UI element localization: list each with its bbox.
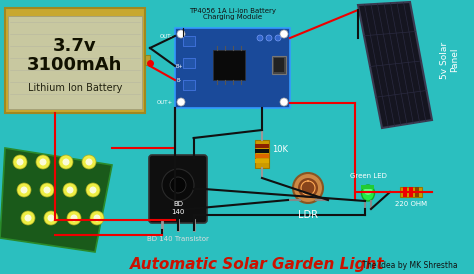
Circle shape <box>280 30 288 38</box>
Text: Green LED: Green LED <box>349 173 386 179</box>
Bar <box>8 16 142 109</box>
Circle shape <box>257 35 263 41</box>
Circle shape <box>266 35 272 41</box>
Bar <box>255 159 269 162</box>
Circle shape <box>93 215 100 221</box>
Circle shape <box>63 183 77 197</box>
Text: Lithium Ion Battery: Lithium Ion Battery <box>28 83 122 93</box>
Circle shape <box>36 155 50 169</box>
Circle shape <box>44 187 51 193</box>
Text: B+: B+ <box>175 64 183 68</box>
Bar <box>400 187 422 197</box>
Text: The Idea by MK Shrestha: The Idea by MK Shrestha <box>360 261 457 270</box>
Text: Automatic Solar Garden Light: Automatic Solar Garden Light <box>130 258 384 273</box>
Circle shape <box>177 30 185 38</box>
Bar <box>5 8 145 113</box>
Text: 3100mAh: 3100mAh <box>27 56 123 74</box>
Circle shape <box>13 155 27 169</box>
Bar <box>415 187 419 197</box>
Polygon shape <box>358 2 432 128</box>
Text: OUT-: OUT- <box>160 33 173 39</box>
Circle shape <box>280 98 288 106</box>
Bar <box>274 58 284 72</box>
Text: BD 140 Transistor: BD 140 Transistor <box>147 236 209 242</box>
Polygon shape <box>0 148 112 252</box>
Bar <box>255 149 269 153</box>
Circle shape <box>44 211 58 225</box>
Bar <box>255 154 269 158</box>
Circle shape <box>85 158 92 165</box>
Circle shape <box>177 98 185 106</box>
Circle shape <box>170 177 186 193</box>
Text: TP4056 1A Li-ion Battery
Charging Module: TP4056 1A Li-ion Battery Charging Module <box>189 7 276 21</box>
Ellipse shape <box>364 187 372 195</box>
Circle shape <box>63 158 70 165</box>
Text: B-: B- <box>176 78 182 82</box>
Bar <box>145 55 150 65</box>
Bar <box>175 28 290 108</box>
Circle shape <box>25 215 31 221</box>
Text: LDR: LDR <box>298 210 318 220</box>
Circle shape <box>162 169 194 201</box>
Bar <box>255 144 269 147</box>
Circle shape <box>40 183 54 197</box>
Circle shape <box>71 215 78 221</box>
Text: 10K: 10K <box>272 145 288 155</box>
Circle shape <box>17 183 31 197</box>
Ellipse shape <box>293 173 323 203</box>
Circle shape <box>67 211 81 225</box>
Bar <box>183 58 195 68</box>
Text: OUT+: OUT+ <box>157 101 173 105</box>
Circle shape <box>90 187 97 193</box>
Ellipse shape <box>298 178 318 198</box>
Bar <box>272 56 286 74</box>
Circle shape <box>21 211 35 225</box>
Text: 220 OHM: 220 OHM <box>395 201 427 207</box>
Bar <box>183 80 195 90</box>
Text: 3.7v: 3.7v <box>53 37 97 55</box>
Circle shape <box>82 155 96 169</box>
Bar <box>183 36 195 46</box>
Text: 5v Solar
Panel: 5v Solar Panel <box>440 41 459 79</box>
Circle shape <box>66 187 73 193</box>
Circle shape <box>90 211 104 225</box>
Text: BD
140: BD 140 <box>171 201 185 215</box>
Bar <box>213 50 245 80</box>
Bar <box>362 185 374 189</box>
Circle shape <box>17 158 24 165</box>
Circle shape <box>47 215 55 221</box>
Bar <box>409 187 413 197</box>
Circle shape <box>59 155 73 169</box>
Ellipse shape <box>362 185 374 201</box>
Circle shape <box>20 187 27 193</box>
Circle shape <box>275 35 281 41</box>
Bar <box>255 140 269 168</box>
FancyBboxPatch shape <box>149 155 207 223</box>
Circle shape <box>86 183 100 197</box>
Bar <box>403 187 407 197</box>
Circle shape <box>39 158 46 165</box>
